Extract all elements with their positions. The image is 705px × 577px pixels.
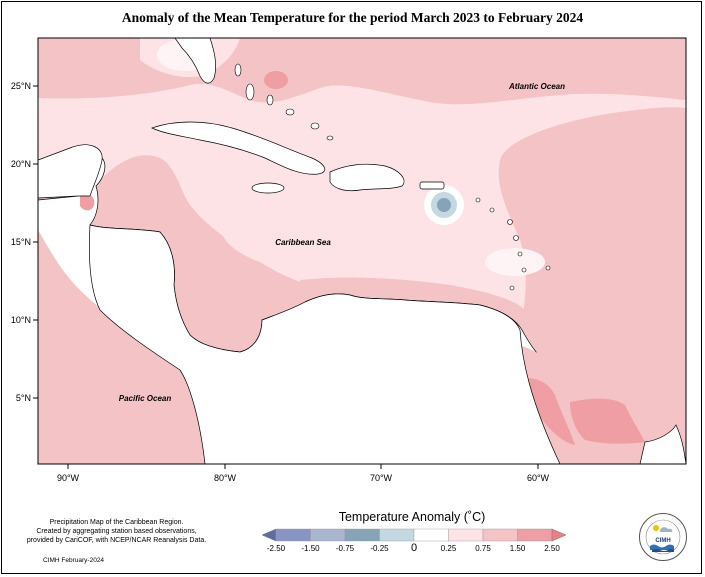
- colorbar-tick-label: -1.50: [301, 544, 320, 553]
- colorbar-segment: [275, 528, 311, 542]
- anomaly-guiana-hot-2: [570, 398, 645, 444]
- land-florida: [174, 38, 216, 84]
- colorbar-tick-label: -0.75: [336, 544, 355, 553]
- colorbar-segment: [310, 528, 346, 542]
- colorbar-tick-label: 2.50: [544, 544, 560, 553]
- colorbar-tick-label: -2.50: [267, 544, 286, 553]
- anomaly-patch-east-light: [395, 140, 485, 210]
- lon-tick-label: 80°W: [214, 473, 237, 483]
- land-cuba: [151, 121, 326, 175]
- wave-icon: [650, 544, 674, 550]
- anomaly-yucatan: [80, 194, 95, 211]
- cool-anomaly-core: [437, 198, 451, 212]
- anomaly-patch-bahamas: [264, 71, 288, 89]
- colorbar-extend-low: [261, 528, 277, 542]
- cimh-logo: CIMH: [639, 513, 687, 561]
- anomaly-patch-central: [220, 175, 460, 275]
- map-border: [37, 37, 687, 465]
- colorbar-extend-high: [551, 528, 567, 542]
- lat-axis: 25°N 20°N 15°N 10°N 5°N: [11, 81, 38, 403]
- colorbar-segment: [344, 528, 380, 542]
- colorbar: -2.50 -1.50 -0.75 -0.25 0 0.25 0.75 1.50 2.50: [261, 528, 567, 554]
- lat-tick-label: 20°N: [11, 159, 31, 169]
- label-caribbean-sea: Caribbean Sea: [275, 238, 331, 247]
- land-brazil: [639, 424, 686, 464]
- lat-tick-label: 15°N: [11, 237, 31, 247]
- land-lesser-antilles: [475, 197, 551, 291]
- colorbar-segment: [482, 528, 518, 542]
- colorbar-segment: [448, 528, 484, 542]
- land-hispaniola: [329, 163, 405, 192]
- credits-text: Precipitation Map of the Caribbean Regio…: [14, 518, 219, 545]
- land-interior: [88, 224, 561, 464]
- credits-line: Precipitation Map of the Caribbean Regio…: [49, 519, 184, 526]
- colorbar-tick-label: 0: [411, 542, 417, 554]
- lat-tick-label: 25°N: [11, 81, 31, 91]
- map-title: Anomaly of the Mean Temperature for the …: [121, 10, 584, 25]
- colorbar-tick-label: 0.75: [475, 544, 491, 553]
- lat-tick-label: 10°N: [11, 315, 31, 325]
- colorbar-tick-label: 0.25: [441, 544, 457, 553]
- lon-axis: 90°W 80°W 70°W 60°W: [57, 464, 550, 483]
- logo-name: CIMH: [655, 538, 670, 544]
- colorbar-tick-label: -0.25: [370, 544, 389, 553]
- land-bahamas: [234, 63, 334, 141]
- land-jamaica: [251, 182, 285, 194]
- lon-tick-label: 60°W: [527, 473, 550, 483]
- label-atlantic-ocean: Atlantic Ocean: [508, 82, 565, 91]
- lat-tick-label: 5°N: [16, 393, 31, 403]
- land-puerto-rico: [419, 181, 445, 190]
- lon-tick-label: 70°W: [370, 473, 393, 483]
- colorbar-segment: [413, 528, 449, 542]
- lon-tick-label: 90°W: [57, 473, 80, 483]
- cloud-icon: [660, 527, 673, 532]
- colorbar-segment: [517, 528, 553, 542]
- anomaly-pacific-coast: [38, 230, 205, 464]
- credits-line: Created by aggregating station based obs…: [36, 528, 197, 535]
- colorbar-tick-label: 1.50: [510, 544, 526, 553]
- legend-title: Temperature Anomaly (˚C): [338, 510, 486, 524]
- colorbar-segment: [379, 528, 415, 542]
- anomaly-patch-lesser-antilles: [485, 248, 545, 276]
- credits-date: CIMH February-2024: [43, 557, 105, 564]
- sun-icon: [653, 525, 659, 531]
- land-yucatan: [38, 144, 103, 199]
- credits-line: provided by CariCOF, with NCEP/NCAR Rean…: [26, 537, 207, 544]
- label-pacific-ocean: Pacific Ocean: [119, 394, 172, 403]
